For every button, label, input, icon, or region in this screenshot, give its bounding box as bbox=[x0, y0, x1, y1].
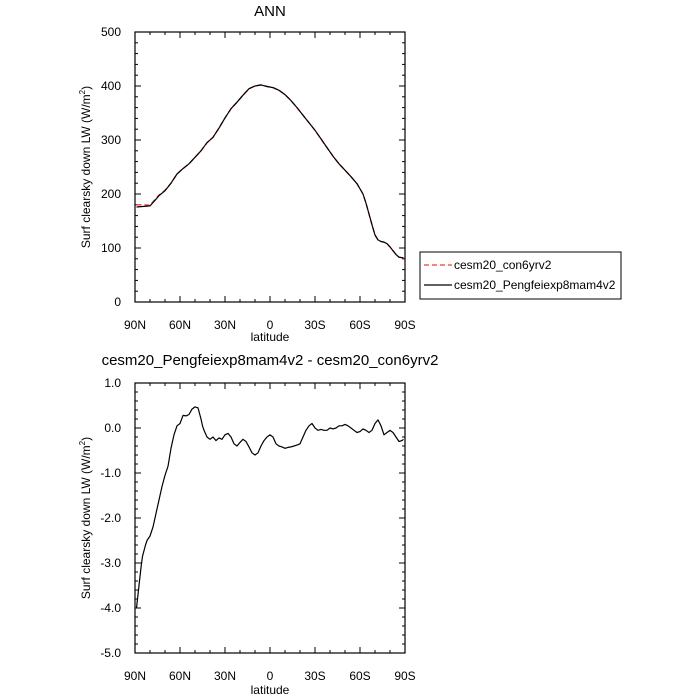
x-tick-label: 30N bbox=[214, 318, 236, 332]
top-y-axis-label: Surf clearsky down LW (W/m2) bbox=[78, 86, 93, 248]
bottom-y-axis-label-superscript: 2 bbox=[78, 440, 87, 445]
series-line-cesm20_Pengfeiexp8mam4v2 bbox=[136, 84, 404, 259]
top-axis-ticks bbox=[134, 31, 406, 303]
y-tick-label: 0.0 bbox=[104, 421, 121, 435]
bottom-plot-frame bbox=[134, 382, 406, 654]
top-panel: ANN 0 100 200 300 400 500 90N 60N 30N 0 30S 60S 90S… bbox=[78, 3, 416, 344]
x-tick-label: 60N bbox=[169, 669, 191, 683]
top-plot-lines bbox=[136, 84, 404, 259]
top-y-axis-label-main: Surf clearsky down LW (W/m bbox=[79, 94, 93, 248]
top-plot-frame bbox=[134, 31, 406, 303]
y-tick-label: -5.0 bbox=[100, 646, 121, 660]
top-x-axis-label: latitude bbox=[251, 330, 290, 344]
top-panel-title: ANN bbox=[254, 3, 286, 20]
bottom-panel-title: cesm20_Pengfeiexp8mam4v2 - cesm20_con6yr… bbox=[102, 352, 439, 369]
x-tick-label: 90S bbox=[394, 669, 415, 683]
bottom-panel: cesm20_Pengfeiexp8mam4v2 - cesm20_con6yr… bbox=[78, 352, 438, 697]
x-tick-label: 90S bbox=[394, 318, 415, 332]
legend-label-pengfeiexp8mam4v2: cesm20_Pengfeiexp8mam4v2 bbox=[454, 278, 616, 292]
bottom-axis-ticks bbox=[134, 382, 406, 654]
y-tick-label: 300 bbox=[101, 133, 121, 147]
x-tick-label: 0 bbox=[267, 318, 274, 332]
bottom-y-axis-label-end: ) bbox=[79, 437, 93, 441]
top-x-tick-labels: 90N 60N 30N 0 30S 60S 90S bbox=[124, 318, 416, 332]
y-tick-label: 1.0 bbox=[104, 376, 121, 390]
legend-label-con6yrv2: cesm20_con6yrv2 bbox=[454, 258, 552, 272]
x-tick-label: 90N bbox=[124, 318, 146, 332]
top-y-tick-labels: 0 100 200 300 400 500 bbox=[101, 25, 121, 309]
bottom-y-axis-label: Surf clearsky down LW (W/m2) bbox=[78, 437, 93, 599]
y-tick-label: 400 bbox=[101, 79, 121, 93]
bottom-y-axis-label-main: Surf clearsky down LW (W/m bbox=[79, 445, 93, 599]
y-tick-label: 500 bbox=[101, 25, 121, 39]
x-tick-label: 0 bbox=[267, 669, 274, 683]
bottom-plot-lines bbox=[135, 406, 404, 609]
x-tick-label: 30S bbox=[304, 318, 325, 332]
legend: cesm20_con6yrv2 cesm20_Pengfeiexp8mam4v2 bbox=[419, 251, 622, 300]
top-y-axis-label-end: ) bbox=[79, 86, 93, 90]
x-tick-label: 30S bbox=[304, 669, 325, 683]
bottom-y-tick-labels: 1.0 0.0 -1.0 -2.0 -3.0 -4.0 -5.0 bbox=[100, 376, 121, 660]
series-line-cesm20_con6yrv2 bbox=[136, 84, 404, 259]
bottom-x-tick-labels: 90N 60N 30N 0 30S 60S 90S bbox=[124, 669, 416, 683]
bottom-x-axis-label: latitude bbox=[251, 683, 290, 697]
y-tick-label: -3.0 bbox=[100, 556, 121, 570]
legend-box bbox=[419, 251, 622, 300]
top-y-axis-label-superscript: 2 bbox=[78, 89, 87, 94]
y-tick-label: 100 bbox=[101, 241, 121, 255]
y-tick-label: -4.0 bbox=[100, 601, 121, 615]
series-line-difference bbox=[135, 406, 404, 609]
x-tick-label: 60N bbox=[169, 318, 191, 332]
y-tick-label: 200 bbox=[101, 187, 121, 201]
y-tick-label: 0 bbox=[114, 295, 121, 309]
y-tick-label: -2.0 bbox=[100, 511, 121, 525]
x-tick-label: 90N bbox=[124, 669, 146, 683]
x-tick-label: 60S bbox=[349, 669, 370, 683]
y-tick-label: -1.0 bbox=[100, 466, 121, 480]
x-tick-label: 60S bbox=[349, 318, 370, 332]
x-tick-label: 30N bbox=[214, 669, 236, 683]
